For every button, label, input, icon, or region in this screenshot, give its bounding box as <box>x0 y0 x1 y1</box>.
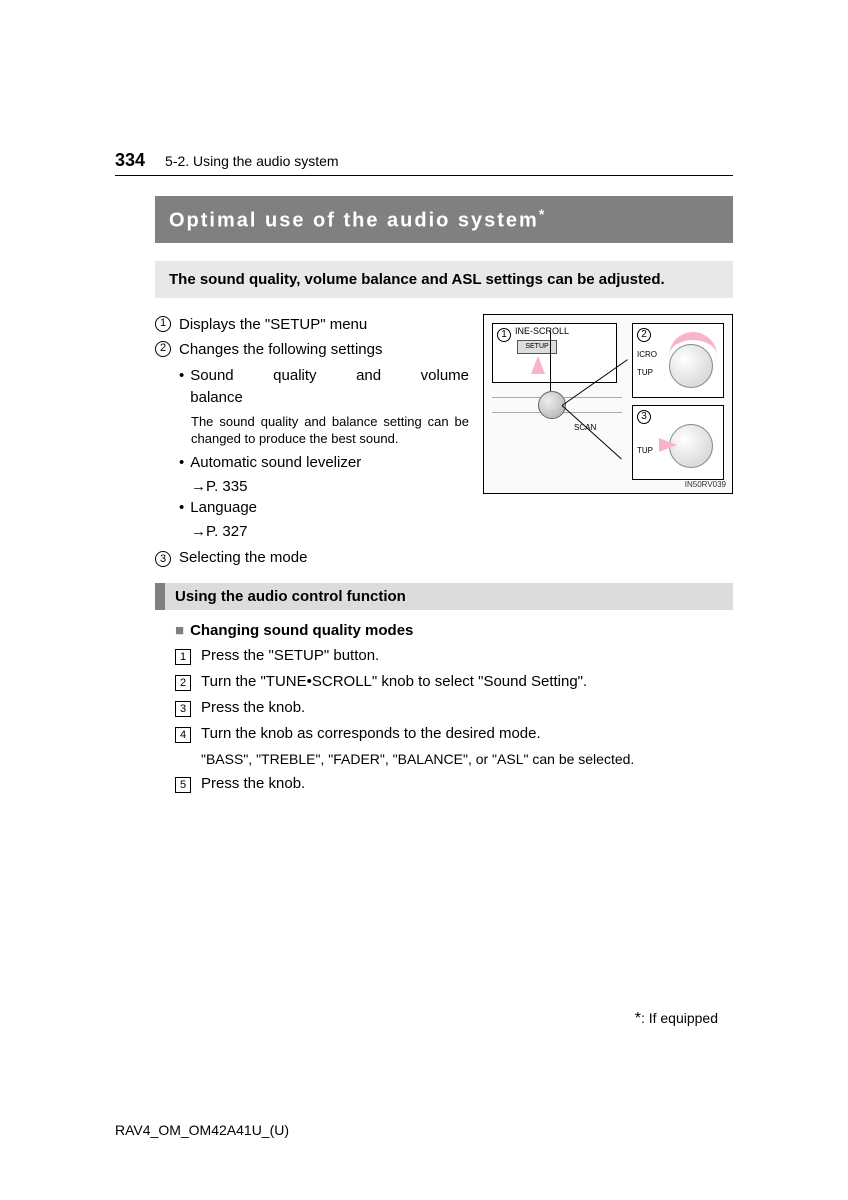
page-header: 334 5-2. Using the audio system <box>115 150 733 176</box>
step-1: Press the "SETUP" button. <box>201 647 379 664</box>
callout-3: 3 TUP <box>632 405 724 480</box>
title-text: Optimal use of the audio system <box>169 210 539 232</box>
bullet-3: Language <box>190 497 257 519</box>
control-diagram: 1 INE-SCROLL SETUP 2 ICRO TUP 3 TUP <box>483 314 733 494</box>
callout-3-label: TUP <box>637 446 653 455</box>
bullet-2-ref: →P. 335 <box>191 476 469 498</box>
intro-box: The sound quality, volume balance and AS… <box>155 261 733 298</box>
section-heading: Using the audio control function <box>155 583 733 610</box>
breadcrumb: 5-2. Using the audio system <box>165 153 339 169</box>
marker-3: 3 <box>155 551 171 567</box>
footnote: *: If equipped <box>635 1010 718 1028</box>
step-2: Turn the "TUNE•SCROLL" knob to select "S… <box>201 673 587 690</box>
bullet-1a: Sound quality and volume <box>190 365 469 387</box>
bullet-1b: balance <box>190 387 469 409</box>
scan-label: SCAN <box>574 423 596 432</box>
page-number: 334 <box>115 150 145 171</box>
callout-2: 2 ICRO TUP <box>632 323 724 398</box>
arrow-up-icon <box>531 356 545 374</box>
step-4: Turn the knob as corresponds to the desi… <box>201 725 541 742</box>
bullet-1-note: The sound quality and balance setting ca… <box>191 413 469 448</box>
callout-1: 1 INE-SCROLL SETUP <box>492 323 617 383</box>
document-code: RAV4_OM_OM42A41U_(U) <box>115 1122 289 1138</box>
title-asterisk: * <box>539 206 546 222</box>
step-marker-2: 2 <box>175 675 191 691</box>
step-marker-3: 3 <box>175 701 191 717</box>
item-1: Displays the "SETUP" menu <box>179 314 367 336</box>
item-2: Changes the following settings <box>179 339 382 361</box>
callout-2-label-2: TUP <box>637 368 653 377</box>
step-4-note: "BASS", "TREBLE", "FADER", "BALANCE", or… <box>201 751 733 767</box>
bullet-3-ref: →P. 327 <box>191 521 469 543</box>
step-marker-1: 1 <box>175 649 191 665</box>
marker-2: 2 <box>155 341 171 357</box>
item-3: Selecting the mode <box>179 549 307 567</box>
callout-2-label-1: ICRO <box>637 350 657 359</box>
callout-1-button: SETUP <box>517 340 557 354</box>
marker-1: 1 <box>155 316 171 332</box>
sub-heading: ■Changing sound quality modes <box>175 622 733 639</box>
bullet-2: Automatic sound levelizer <box>190 452 361 474</box>
step-marker-5: 5 <box>175 777 191 793</box>
step-marker-4: 4 <box>175 727 191 743</box>
image-code: IN50RV039 <box>685 480 726 489</box>
arrow-right-icon <box>659 438 677 452</box>
callout-1-label: INE-SCROLL <box>515 326 569 336</box>
step-3: Press the knob. <box>201 699 305 716</box>
instructions-column: 1 Displays the "SETUP" menu 2 Changes th… <box>155 314 469 543</box>
radio-body: SCAN <box>492 391 622 486</box>
knob-icon <box>669 344 713 388</box>
step-5: Press the knob. <box>201 775 305 792</box>
sub-heading-text: Changing sound quality modes <box>190 622 413 639</box>
footnote-text: : If equipped <box>641 1010 718 1026</box>
page-title: Optimal use of the audio system* <box>155 196 733 243</box>
